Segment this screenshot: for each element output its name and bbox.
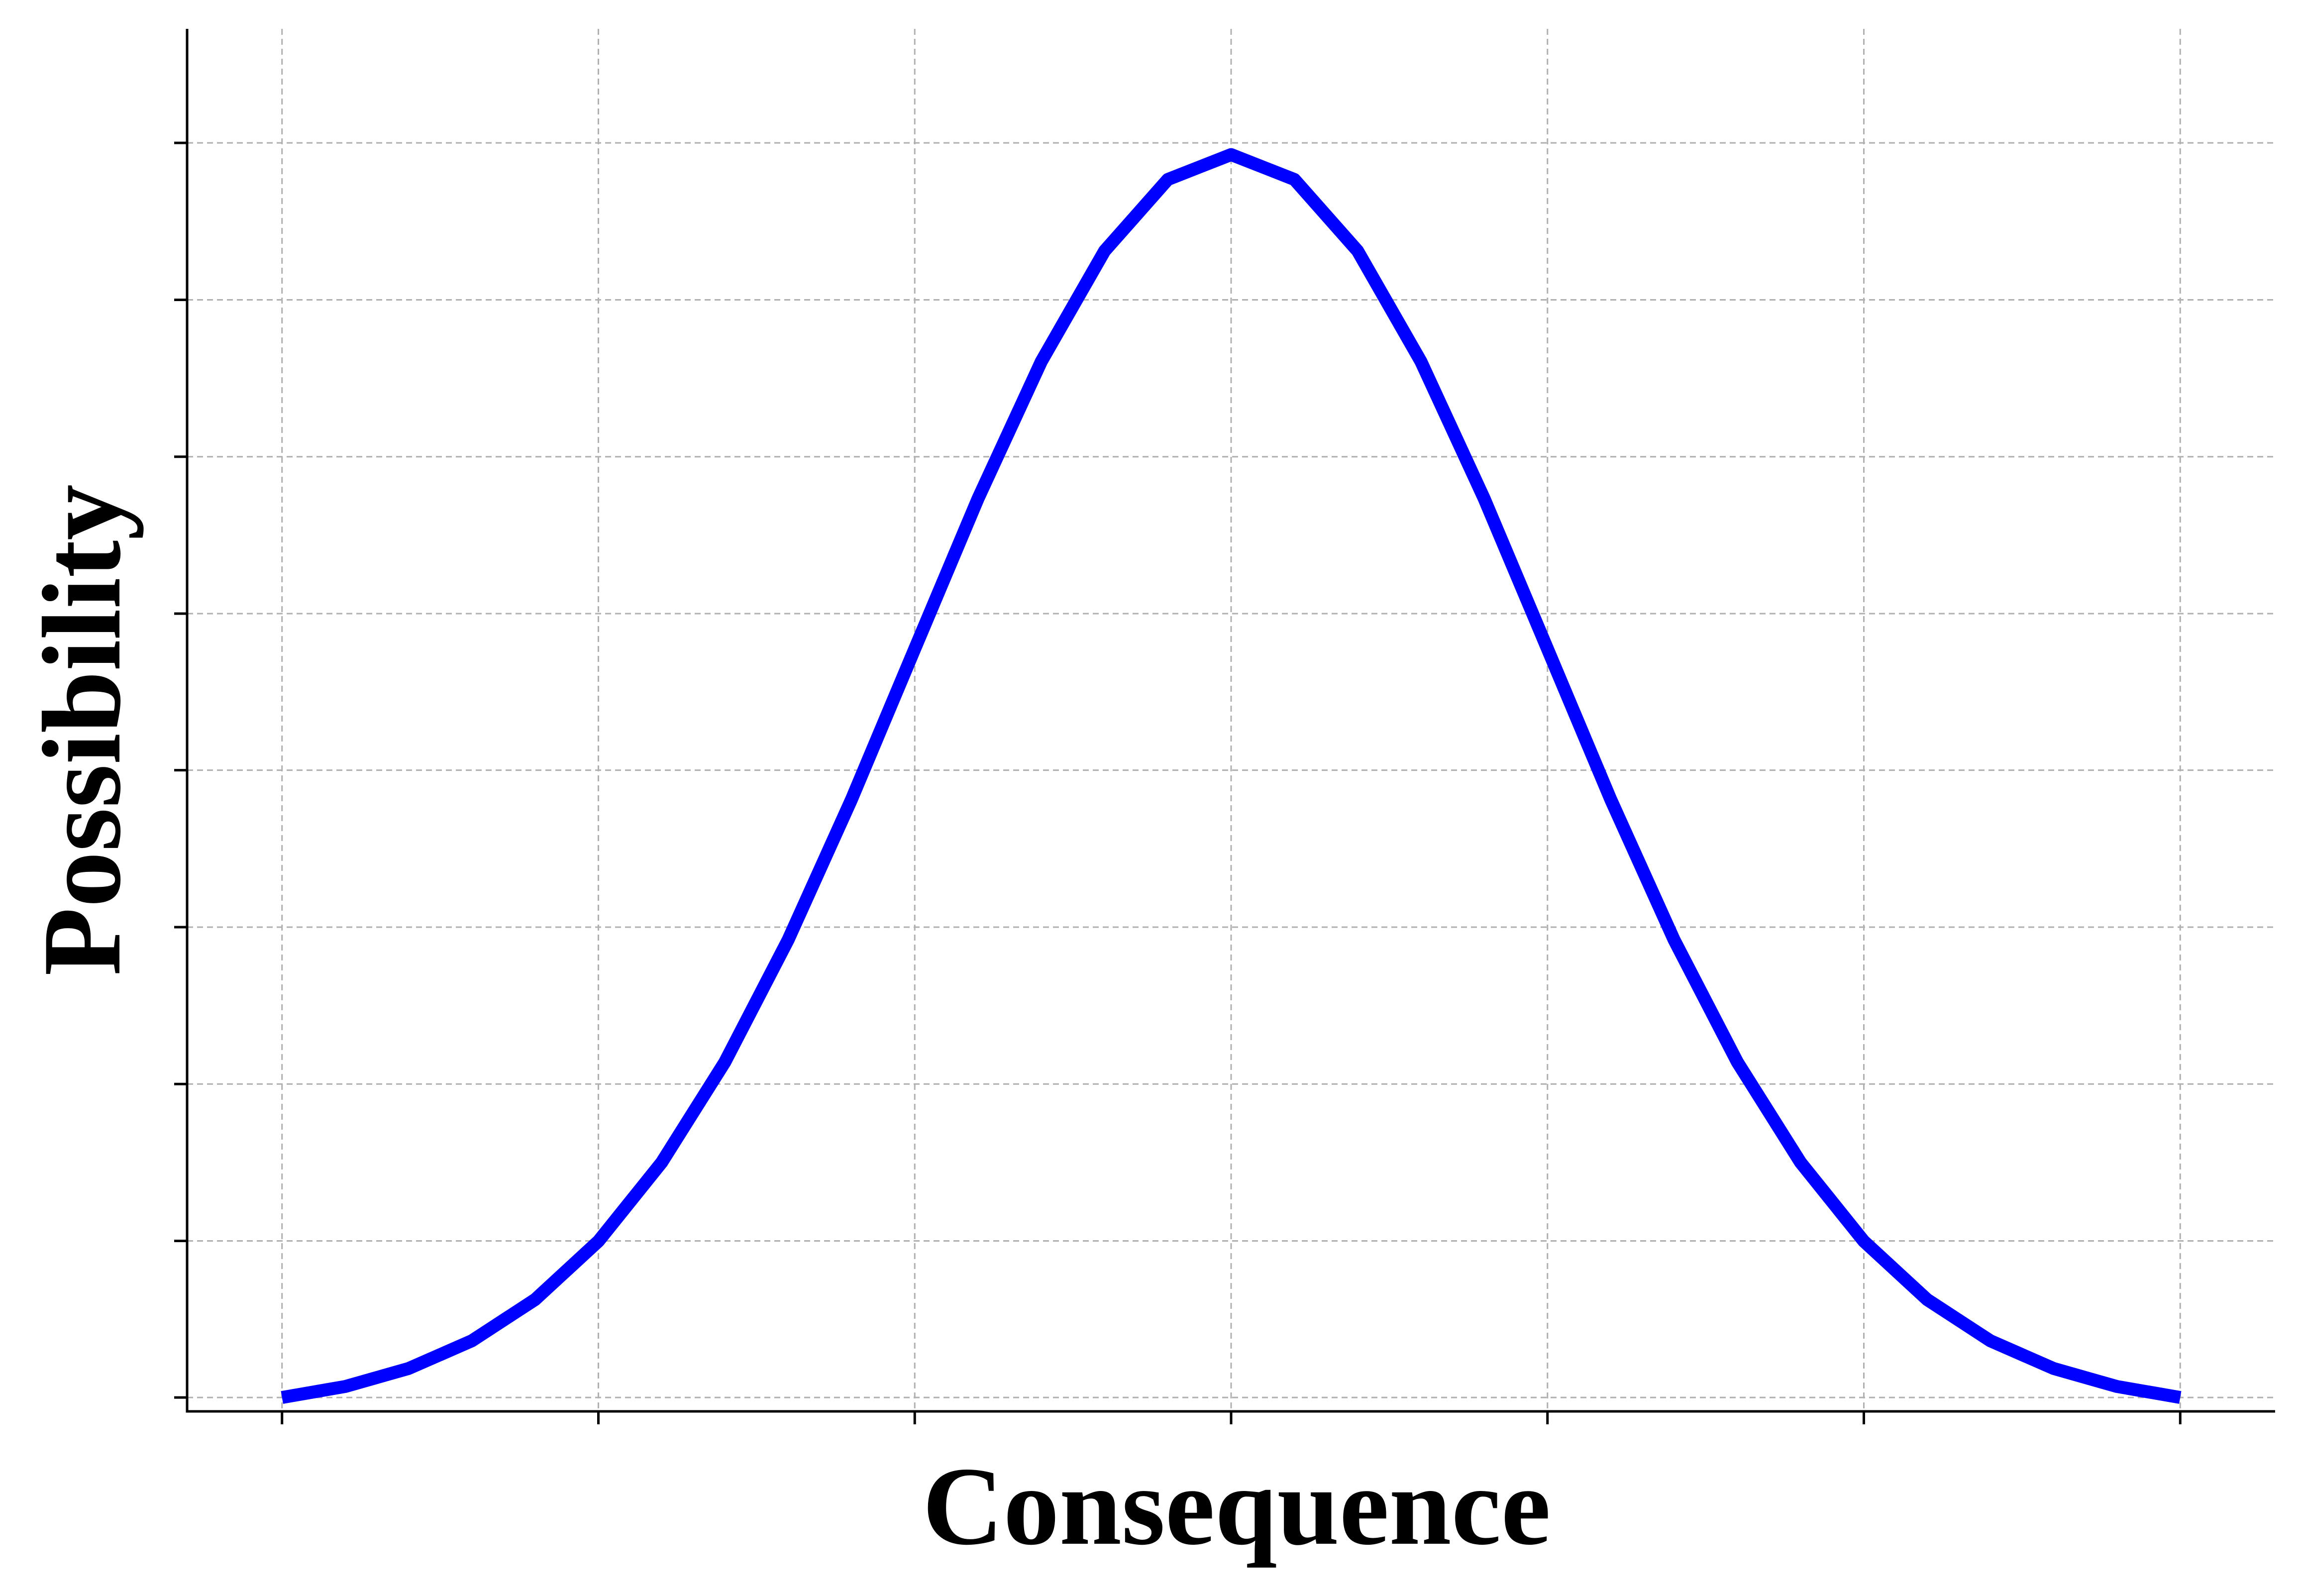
series-line-0 [281, 148, 2182, 1404]
x-axis-title: Consequence [923, 1444, 1551, 1568]
chart-series [281, 148, 2182, 1404]
chart-grid [187, 29, 2275, 1411]
chart-ticks [174, 141, 2182, 1424]
y-axis-title: Possibility [19, 484, 144, 976]
